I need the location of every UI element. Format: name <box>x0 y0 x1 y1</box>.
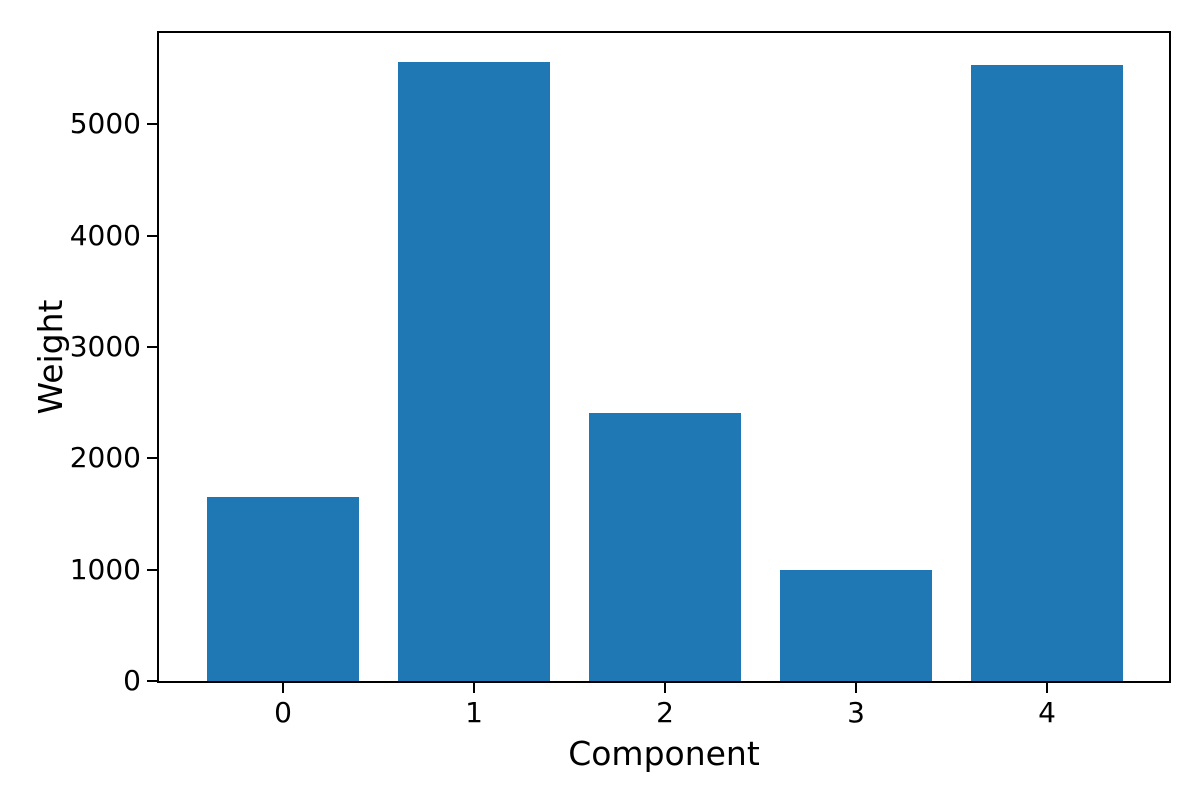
x-tick-label-2: 2 <box>656 696 675 729</box>
bar-component-1 <box>397 61 551 681</box>
x-tick-mark-3 <box>855 683 858 693</box>
y-tick-label-0: 0 <box>123 664 141 697</box>
bar-component-2 <box>588 412 742 681</box>
x-tick-mark-4 <box>1046 683 1049 693</box>
y-tick-label-1000: 1000 <box>69 552 141 586</box>
y-tick-label-4000: 4000 <box>69 218 141 252</box>
bar-component-3 <box>779 569 933 681</box>
y-tick-label-3000: 3000 <box>69 330 141 363</box>
y-tick-label-5000: 5000 <box>69 107 141 141</box>
y-tick-label-2000: 2000 <box>69 441 141 475</box>
y-tick-mark-1000 <box>147 568 157 571</box>
x-tick-mark-2 <box>664 683 667 693</box>
y-tick-mark-2000 <box>147 457 157 460</box>
plot-bars-container <box>159 33 1169 681</box>
x-tick-label-3: 3 <box>847 696 866 729</box>
x-axis-label: Component <box>568 734 760 773</box>
x-tick-mark-0 <box>282 683 285 693</box>
x-tick-label-1: 1 <box>465 696 484 729</box>
bar-component-0 <box>206 497 360 681</box>
y-tick-mark-5000 <box>147 123 157 126</box>
plot-area <box>157 31 1171 683</box>
x-tick-mark-1 <box>473 683 476 693</box>
x-tick-label-0: 0 <box>274 696 293 729</box>
y-tick-mark-3000 <box>147 346 157 348</box>
y-tick-mark-4000 <box>147 234 157 237</box>
x-tick-label-4: 4 <box>1038 696 1057 729</box>
y-tick-mark-0 <box>147 680 157 682</box>
bar-component-4 <box>970 65 1124 681</box>
